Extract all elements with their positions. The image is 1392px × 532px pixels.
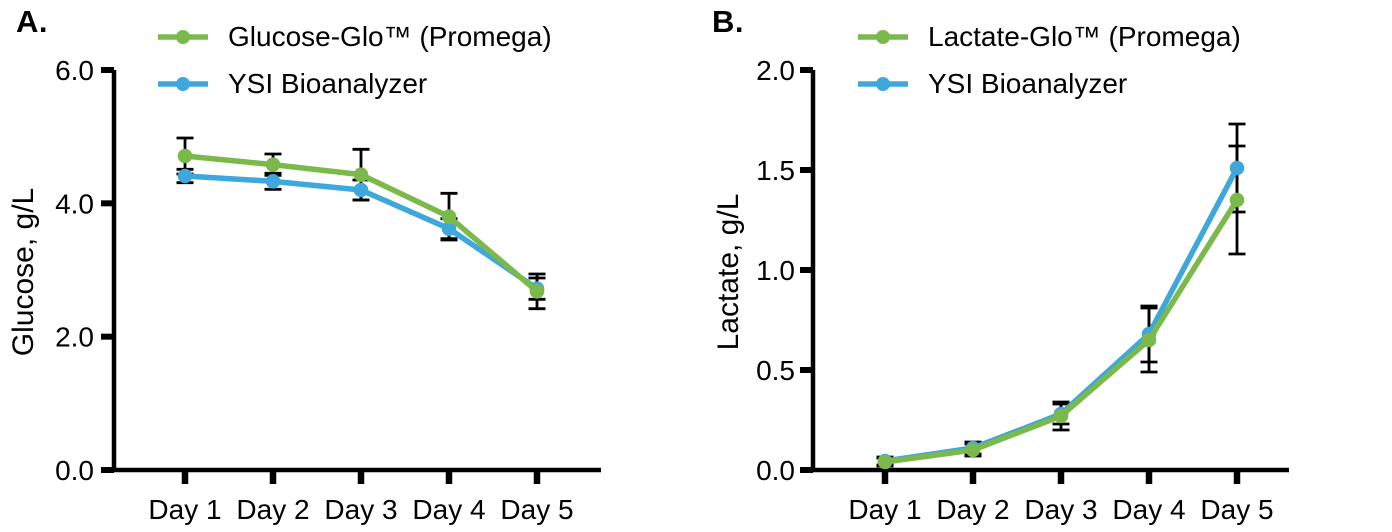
- data-point-marker: [265, 157, 281, 172]
- x-category-label: Day 5: [500, 494, 573, 525]
- y-tick-label: 0.0: [756, 455, 795, 486]
- x-category-label: Day 4: [1112, 494, 1185, 525]
- x-category-label: Day 3: [324, 494, 397, 525]
- data-point-marker: [177, 148, 193, 164]
- line-marker-swatch-icon: [858, 77, 908, 91]
- line-marker-swatch-icon: [858, 30, 908, 44]
- data-point-marker: [441, 209, 457, 224]
- data-point-marker: [1229, 160, 1245, 176]
- data-point-marker: [1229, 192, 1245, 208]
- y-tick-label: 1.0: [756, 255, 795, 286]
- x-category-label: Day 1: [148, 494, 221, 525]
- y-tick-label: 6.0: [55, 55, 94, 86]
- axis-line: [810, 70, 1289, 473]
- data-point-marker: [1053, 408, 1069, 424]
- line-marker-swatch-icon: [158, 77, 208, 91]
- axis-line: [111, 70, 601, 473]
- data-point-marker: [965, 442, 981, 458]
- legend-label: Lactate-Glo™ (Promega): [928, 21, 1241, 52]
- y-tick-label: 2.0: [756, 55, 795, 86]
- y-tick-label: 4.0: [55, 188, 94, 219]
- legend-item: Lactate-Glo™ (Promega): [856, 20, 1241, 54]
- x-category-label: Day 1: [848, 494, 921, 525]
- panel-b-letter: B.: [712, 4, 744, 39]
- line-marker-swatch-icon: [158, 30, 208, 44]
- data-point-marker: [265, 174, 281, 189]
- y-tick-label: 0.0: [55, 455, 94, 486]
- panel-b-legend: Lactate-Glo™ (Promega) YSI Bioanalyzer: [856, 20, 1241, 101]
- data-point-marker: [353, 182, 369, 198]
- data-point-marker: [877, 454, 893, 470]
- legend-item: Glucose-Glo™ (Promega): [156, 20, 552, 54]
- legend-label: Glucose-Glo™ (Promega): [228, 21, 552, 52]
- panel-a-legend: Glucose-Glo™ (Promega) YSI Bioanalyzer: [156, 20, 552, 101]
- x-category-label: Day 5: [1200, 494, 1273, 525]
- legend-label: YSI Bioanalyzer: [228, 68, 428, 99]
- y-tick-label: 2.0: [55, 322, 94, 353]
- x-category-label: Day 4: [412, 494, 485, 525]
- data-point-marker: [529, 284, 545, 299]
- y-tick-label: 0.5: [756, 355, 795, 386]
- data-point-marker: [353, 167, 369, 182]
- y-tick-label: 1.5: [756, 155, 795, 186]
- panel-a-letter: A.: [16, 4, 48, 39]
- legend-label: YSI Bioanalyzer: [928, 68, 1128, 99]
- legend-item: YSI Bioanalyzer: [856, 67, 1241, 101]
- data-point-marker: [441, 221, 457, 236]
- data-point-marker: [1141, 332, 1157, 348]
- x-category-label: Day 2: [936, 494, 1009, 525]
- data-point-marker: [177, 168, 193, 184]
- panel-b-y-axis-title: Lactate, g/L: [712, 193, 745, 351]
- x-category-label: Day 3: [1024, 494, 1097, 525]
- panel-a-y-axis-title: Glucose, g/L: [7, 187, 40, 357]
- legend-item: YSI Bioanalyzer: [156, 67, 552, 101]
- x-category-label: Day 2: [236, 494, 309, 525]
